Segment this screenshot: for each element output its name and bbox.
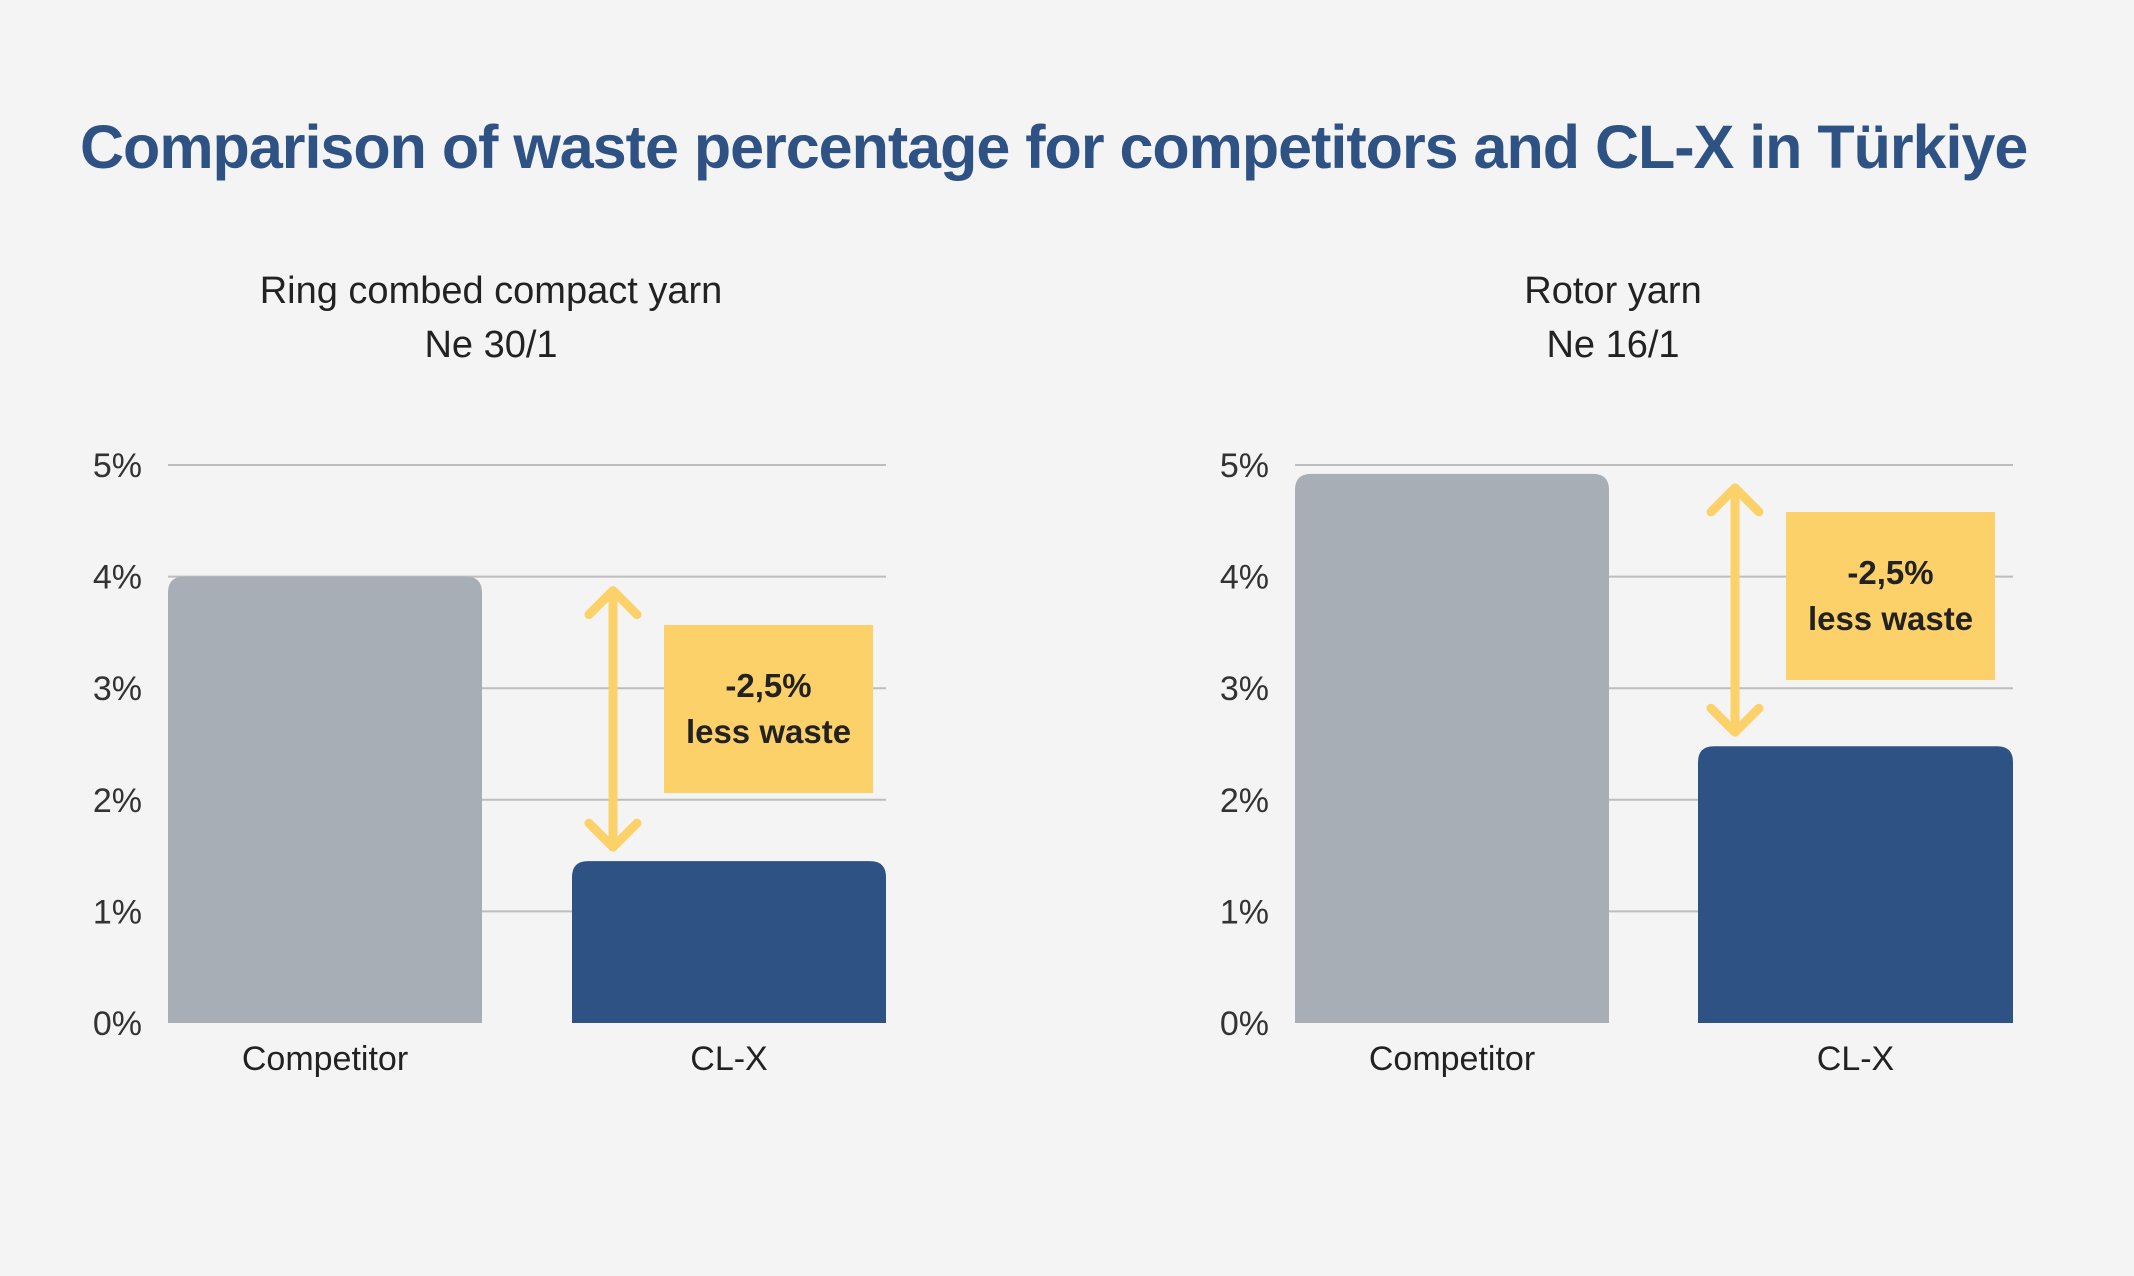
chart-rotor-ytick-1: 1%	[1220, 893, 1269, 931]
chart-rotor-annotation-box	[1786, 512, 1995, 680]
chart-rotor-title-line-1: Rotor yarn	[1524, 270, 1701, 312]
chart-ring-ytick-4: 4%	[93, 559, 142, 597]
page-title: Comparison of waste percentage for compe…	[80, 113, 2028, 181]
chart-rotor-arrow-head-down	[1706, 703, 1764, 737]
chart-ring-xlabel-2: CL-X	[690, 1040, 767, 1078]
chart-ring-xlabel-1: Competitor	[242, 1040, 408, 1078]
chart-rotor-annotation-line-1: -2,5%	[1847, 554, 1933, 591]
chart-rotor-ytick-2: 2%	[1220, 782, 1269, 820]
chart-rotor-ytick-3: 3%	[1220, 670, 1269, 708]
chart-rotor-arrow-head-up	[1706, 483, 1764, 517]
chart-rotor-xlabel-1: Competitor	[1369, 1040, 1535, 1078]
chart-ring-arrow-head-down	[584, 818, 642, 852]
chart-ring-bar-cl-x	[572, 861, 886, 1023]
chart-ring-arrow-head-up	[584, 586, 642, 620]
chart-ring-title-line-1: Ring combed compact yarn	[260, 270, 723, 312]
chart-rotor-ytick-5: 5%	[1220, 447, 1269, 485]
chart-ring-ytick-1: 1%	[93, 893, 142, 931]
chart-ring-ytick-5: 5%	[93, 447, 142, 485]
chart-rotor-bar-cl-x	[1698, 746, 2013, 1023]
chart-ring-ytick-0: 0%	[93, 1005, 142, 1043]
chart-rotor-title-line-2: Ne 16/1	[1546, 324, 1679, 366]
chart-ring-annotation-line-2: less waste	[686, 713, 851, 750]
chart-rotor-xlabel-2: CL-X	[1817, 1040, 1894, 1078]
chart-ring-annotation-box	[664, 625, 873, 793]
chart-rotor-bar-competitor	[1295, 473, 1609, 1024]
chart-rotor-ytick-0: 0%	[1220, 1005, 1269, 1043]
chart-ring-ytick-2: 2%	[93, 782, 142, 820]
chart-ring-bar-competitor	[168, 576, 482, 1023]
chart-rotor-ytick-4: 4%	[1220, 559, 1269, 597]
chart-ring-annotation-line-1: -2,5%	[725, 667, 811, 704]
chart-rotor-annotation-line-2: less waste	[1808, 600, 1973, 637]
chart-ring-title-line-2: Ne 30/1	[424, 324, 557, 366]
chart-ring-ytick-3: 3%	[93, 670, 142, 708]
